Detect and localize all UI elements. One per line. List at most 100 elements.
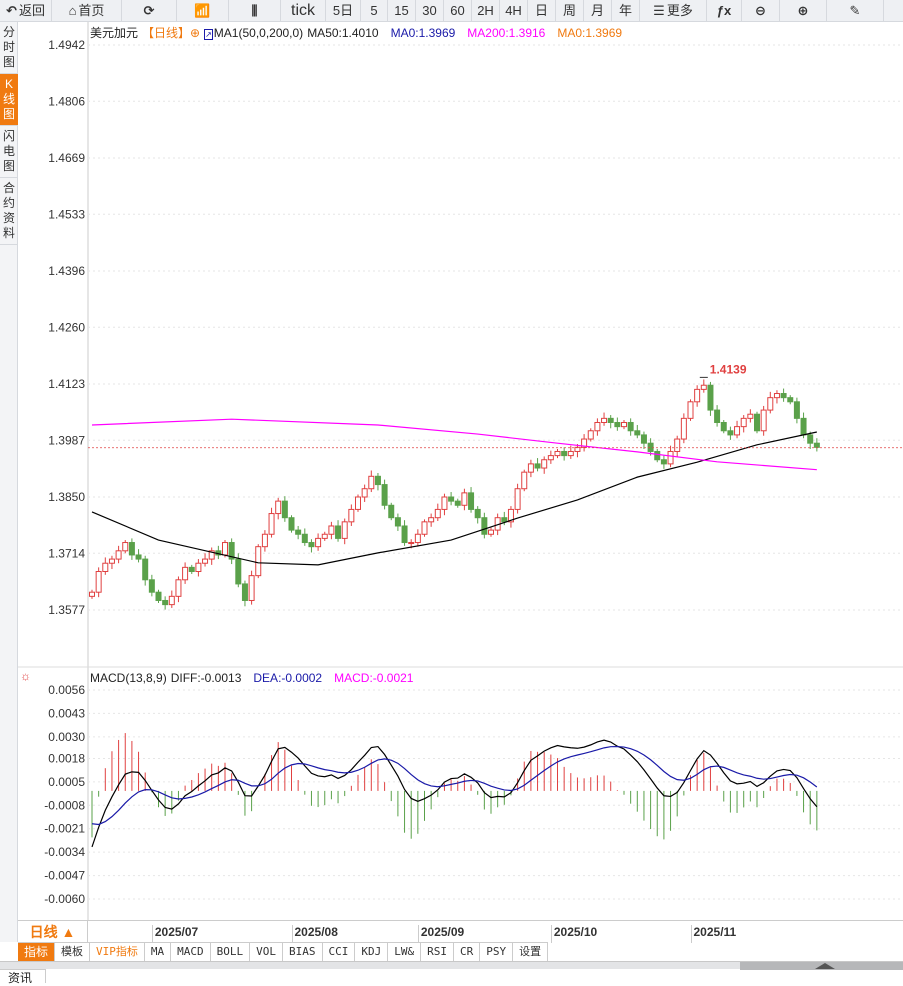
toolbar-button-formula[interactable]: ƒx <box>707 0 742 22</box>
toolbar-button-10[interactable]: 60 <box>444 0 472 22</box>
toolbar-label: 年 <box>618 3 632 18</box>
candle <box>461 492 468 506</box>
toolbar-label: 更多 <box>666 3 693 18</box>
candle <box>541 459 548 469</box>
zoom-in-icon: ⊕ <box>797 3 809 18</box>
toolbar-button-0[interactable]: ↶ 返回 <box>0 0 52 22</box>
candle <box>640 434 647 444</box>
indicator-tab-vol[interactable]: VOL <box>250 943 284 961</box>
tab-news[interactable]: 资讯 <box>0 969 46 985</box>
toolbar-button-refresh[interactable]: ⟳ <box>122 0 177 22</box>
sun-icon[interactable]: ☼ <box>20 669 31 683</box>
indicator-tab-kdj[interactable]: KDJ <box>355 943 389 961</box>
side-tab-0[interactable]: 分时图 <box>0 22 18 74</box>
toolbar-button-5[interactable]: tick <box>281 0 326 22</box>
candle <box>587 430 594 440</box>
candle <box>355 496 361 510</box>
candle <box>707 384 714 411</box>
macd-tick-label: 0.0005 <box>48 775 85 789</box>
indicator-tab-macd[interactable]: MACD <box>171 943 211 961</box>
indicator-tab-boll[interactable]: BOLL <box>211 943 251 961</box>
candle <box>607 417 614 423</box>
candle <box>414 533 421 544</box>
candle <box>428 517 435 523</box>
candle <box>481 517 488 535</box>
toolbar-label: 30 <box>422 3 437 18</box>
candle <box>760 409 767 432</box>
toolbar-button-zoom-in[interactable]: ⊕ <box>780 0 827 22</box>
candle <box>740 417 747 428</box>
indicator-tab-psy[interactable]: PSY <box>480 943 514 961</box>
candle <box>95 571 102 593</box>
toolbar-label: 15 <box>394 3 409 18</box>
macd-tick-label: 0.0043 <box>48 706 85 720</box>
settings-icon[interactable]: ⊕ <box>190 26 201 40</box>
toolbar-button-7[interactable]: 5 <box>361 0 388 22</box>
toolbar-button-15[interactable]: 月 <box>584 0 612 22</box>
indicator-tab-设置[interactable]: 设置 <box>513 943 549 961</box>
refresh-icon: ⟳ <box>143 3 155 18</box>
candle <box>454 500 461 506</box>
candle <box>634 430 641 436</box>
indicator-tab-vip指标[interactable]: VIP指标 <box>90 943 145 961</box>
side-tab-3[interactable]: 合约资料 <box>0 178 18 245</box>
ma0b-value: MA0:1.3969 <box>557 26 623 40</box>
indicator-tab-bias[interactable]: BIAS <box>283 943 323 961</box>
candle <box>148 579 155 593</box>
indicator-tab-指标[interactable]: 指标 <box>18 943 56 961</box>
indicator-icon[interactable]: ↗ <box>204 29 213 40</box>
candle <box>594 421 601 432</box>
toolbar-label: 日 <box>534 3 548 18</box>
toolbar-button-zoom-out[interactable]: ⊖ <box>742 0 780 22</box>
bar-chart-icon: 📶 <box>194 3 211 18</box>
formula-icon: ƒx <box>716 3 732 18</box>
candle <box>142 558 149 581</box>
candle <box>807 434 814 444</box>
indicator-tab-rsi[interactable]: RSI <box>421 943 455 961</box>
macd-tick-label: -0.0047 <box>44 869 85 883</box>
toolbar-button-11[interactable]: 2H <box>472 0 500 22</box>
candle <box>680 417 687 440</box>
candle <box>507 508 514 523</box>
macd-tick-label: 0.0018 <box>48 751 85 765</box>
candle <box>667 450 674 465</box>
candle <box>195 562 202 573</box>
toolbar-button-13[interactable]: 日 <box>528 0 556 22</box>
toolbar-button-pen[interactable]: ✎ <box>827 0 884 22</box>
toolbar-button-14[interactable]: 周 <box>556 0 584 22</box>
candle <box>647 442 654 452</box>
toolbar-button-6[interactable]: 5日 <box>326 0 361 22</box>
toolbar-button-9[interactable]: 30 <box>416 0 444 22</box>
scroll-thumb[interactable] <box>740 962 903 970</box>
candle <box>554 450 561 457</box>
date-label: 2025/09 <box>417 925 464 943</box>
toolbar-button-bar-chart[interactable]: 📶 <box>177 0 229 22</box>
toolbar-button-12[interactable]: 4H <box>500 0 528 22</box>
indicator-tab-ma[interactable]: MA <box>145 943 172 961</box>
candle <box>793 401 800 419</box>
indicator-tab-cci[interactable]: CCI <box>323 943 356 961</box>
date-axis: 日线 ▲ 2025/07 2025/08 2025/09 2025/10 2025/11 <box>18 920 903 943</box>
toolbar-button-17[interactable]: ☰ 更多 <box>640 0 707 22</box>
period-selector[interactable]: 日线 ▲ <box>18 921 88 943</box>
toolbar-label: 返回 <box>18 3 45 18</box>
indicator-tab-模板[interactable]: 模板 <box>55 943 91 961</box>
candle <box>800 417 807 436</box>
toolbar-button-candlestick[interactable]: ⫼ <box>229 0 281 22</box>
toolbar-button-1[interactable]: ⌂ 首页 <box>52 0 122 22</box>
ma200-value: MA200:1.3916 <box>467 26 546 40</box>
horizontal-scrollbar[interactable] <box>0 961 903 970</box>
toolbar-button-16[interactable]: 年 <box>612 0 640 22</box>
macd-tick-label: 0.0030 <box>48 730 85 744</box>
price-legend: 美元加元 【日线】⊕ ↗ MA1(50,0,200,0) MA50:1.4010 MA0:… <box>90 24 626 41</box>
indicator-tab-lw&[interactable]: LW& <box>388 943 422 961</box>
zoom-out-icon: ⊖ <box>755 3 766 18</box>
side-tab-1[interactable]: K线图 <box>0 74 18 126</box>
candle <box>574 446 581 452</box>
side-tab-2[interactable]: 闪电图 <box>0 126 18 178</box>
indicator-name: MA1(50,0,200,0) <box>213 26 304 40</box>
toolbar-button-8[interactable]: 15 <box>388 0 416 22</box>
indicator-tab-cr[interactable]: CR <box>454 943 481 961</box>
candle <box>514 488 521 510</box>
